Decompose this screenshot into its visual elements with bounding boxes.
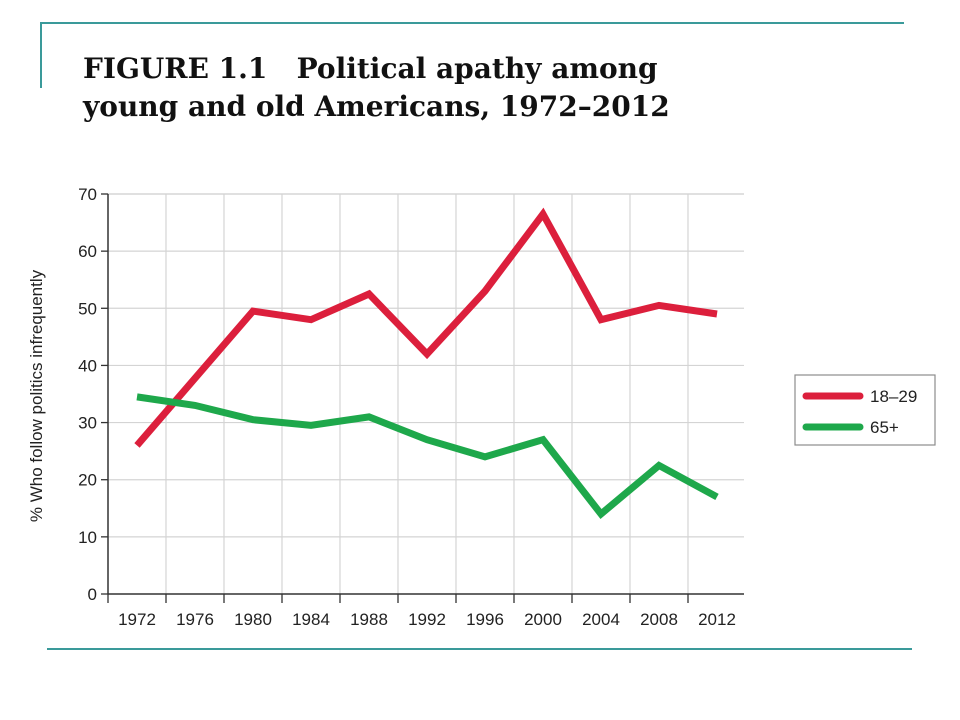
slide-left-rule: [40, 22, 42, 88]
x-tick-label: 2000: [524, 610, 562, 629]
legend-label: 18–29: [870, 387, 917, 406]
y-tick-label: 70: [78, 185, 97, 204]
x-tick-label: 1996: [466, 610, 504, 629]
x-tick-label: 2012: [698, 610, 736, 629]
x-tick-label: 1992: [408, 610, 446, 629]
y-tick-label: 30: [78, 414, 97, 433]
slide-title-line-1: FIGURE 1.1 Political apathy among: [83, 52, 658, 85]
y-tick-label: 0: [88, 585, 97, 604]
x-tick-label: 2004: [582, 610, 620, 629]
chart-grid: [108, 193, 744, 594]
chart-legend: 18–29 65+: [794, 374, 936, 446]
x-tick-label: 1972: [118, 610, 156, 629]
x-tick-label: 1976: [176, 610, 214, 629]
series-line-young: [134, 207, 718, 448]
legend-label: 65+: [870, 418, 899, 437]
y-tick-label: 10: [78, 528, 97, 547]
y-tick-label: 60: [78, 242, 97, 261]
y-tick-label: 50: [78, 299, 97, 318]
y-tick-label: 40: [78, 356, 97, 375]
chart-axes: 0 10 20 30 40 50 60 70 1972 1976 1980 1984 1988 1992 1…: [78, 185, 744, 629]
legend-box: [794, 374, 936, 446]
series-line-old: [136, 393, 719, 520]
x-tick-label: 1988: [350, 610, 388, 629]
slide-bottom-rule: [47, 648, 912, 650]
y-tick-label: 20: [78, 471, 97, 490]
x-tick-label: 1984: [292, 610, 330, 629]
slide-top-rule: [40, 22, 904, 24]
x-tick-label: 2008: [640, 610, 678, 629]
plot-background: [108, 194, 744, 594]
y-axis-label: % Who follow politics infrequently: [27, 269, 46, 522]
slide-title-line-2: young and old Americans, 1972–2012: [83, 90, 670, 123]
chart-series: [134, 207, 719, 520]
slide-title: FIGURE 1.1 Political apathy among young …: [83, 50, 843, 126]
x-tick-label: 1980: [234, 610, 272, 629]
